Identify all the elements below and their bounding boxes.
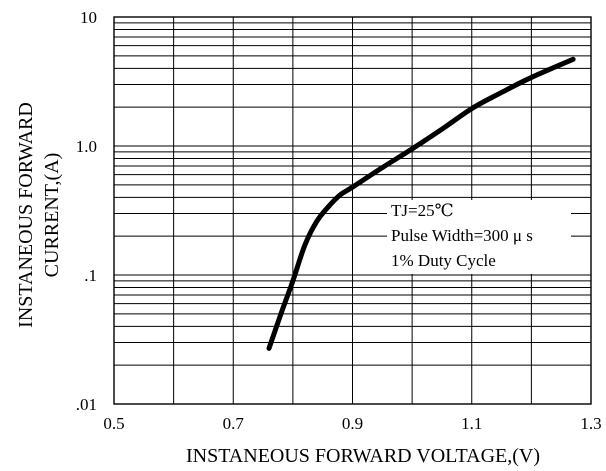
y-tick-label: .1	[84, 266, 97, 285]
x-axis-title: INSTANEOUS FORWARD VOLTAGE,(V)	[186, 445, 540, 467]
forward-characteristic-curve	[266, 56, 576, 351]
y-axis-title-line-2: CURRENT,(A)	[41, 153, 63, 278]
y-axis-title-line-1: INSTANEOUS FORWARD	[15, 102, 37, 328]
annotation-line-duty-cycle: 1% Duty Cycle	[391, 251, 496, 270]
plot-frame	[113, 16, 592, 405]
y-tick-label: .01	[76, 395, 97, 414]
x-tick-label: 0.7	[223, 414, 245, 433]
x-tick-labels: 0.5 0.7 0.9 1.1 1.3	[103, 414, 601, 433]
x-tick-label: 1.3	[580, 414, 601, 433]
y-tick-label: 1.0	[76, 137, 97, 156]
test-conditions-annotation: TJ=25℃ Pulse Width=300 μ s 1% Duty Cycle	[387, 200, 571, 274]
y-tick-labels: 10 1.0 .1 .01	[76, 8, 97, 414]
annotation-line-temperature: TJ=25℃	[391, 201, 454, 220]
annotation-line-pulse-width: Pulse Width=300 μ s	[391, 226, 533, 245]
annotation-background	[387, 200, 571, 274]
x-tick-label: 0.5	[103, 414, 124, 433]
plot-grid	[114, 17, 591, 404]
y-tick-label: 10	[80, 8, 97, 27]
x-tick-label: 0.9	[342, 414, 363, 433]
series-layer	[266, 56, 576, 351]
x-tick-label: 1.1	[461, 414, 482, 433]
